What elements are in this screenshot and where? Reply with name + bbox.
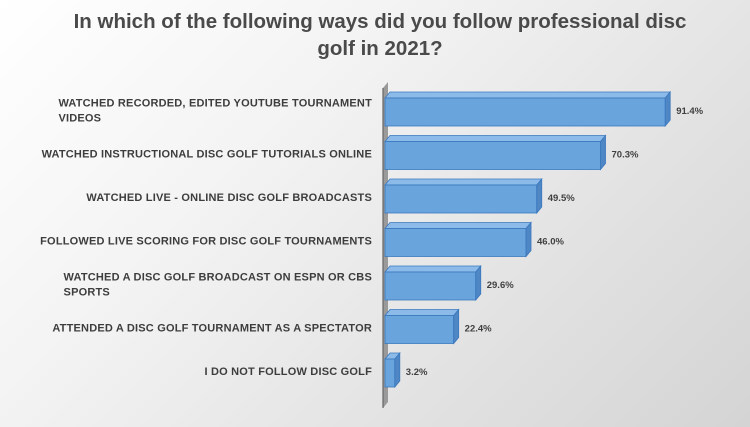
value-label: 91.4% [676, 106, 703, 117]
bar [384, 308, 460, 345]
value-label: 49.5% [548, 193, 575, 204]
bar [384, 90, 672, 128]
chart-title-line-1: In which of the following ways did you f… [73, 10, 687, 33]
bar-top-face [384, 178, 543, 186]
category-label: WATCHED LIVE - ONLINE DISC GOLF BROADCAS… [86, 192, 372, 204]
value-label: 70.3% [612, 150, 639, 161]
bar [384, 134, 607, 171]
bar [384, 351, 401, 389]
bar-front-face [384, 228, 527, 257]
bar-front-face [384, 358, 396, 388]
bar-top-face [384, 91, 672, 99]
category-label: WATCHED A DISC GOLF BROADCAST ON ESPN OR… [64, 272, 372, 284]
bar-front-face [384, 141, 601, 170]
value-label: 29.6% [487, 280, 514, 291]
category-label: FOLLOWED LIVE SCORING FOR DISC GOLF TOUR… [40, 236, 372, 248]
bar-top-face [384, 309, 460, 316]
bar [384, 264, 482, 302]
bar-side-face [664, 90, 671, 128]
value-label: 22.4% [465, 324, 492, 335]
bar-front-face [384, 271, 477, 301]
bar-side-face [600, 134, 606, 171]
chart-title-line-2: golf in 2021? [317, 37, 443, 60]
bar-side-face [394, 351, 401, 389]
value-label: 46.0% [537, 237, 564, 248]
category-label: SPORTS [64, 287, 110, 299]
category-label: WATCHED RECORDED, EDITED YOUTUBE TOURNAM… [58, 98, 372, 110]
category-label: WATCHED INSTRUCTIONAL DISC GOLF TUTORIAL… [42, 149, 372, 161]
category-label: I DO NOT FOLLOW DISC GOLF [204, 366, 372, 378]
chart-title: In which of the following ways did you f… [60, 8, 700, 62]
bar-front-face [384, 184, 538, 214]
category-label: VIDEOS [58, 113, 101, 125]
bar-side-face [453, 308, 460, 345]
bar-top-face [384, 222, 532, 229]
bar-top-face [384, 135, 607, 142]
value-label: 3.2% [406, 367, 428, 378]
bar [384, 221, 532, 258]
bar-side-face [475, 264, 482, 302]
bar-side-face [525, 221, 532, 258]
category-label: ATTENDED A DISC GOLF TOURNAMENT AS A SPE… [52, 323, 372, 335]
bar-front-face [384, 315, 455, 344]
bar-top-face [384, 265, 482, 273]
bar-side-face [536, 177, 543, 215]
bar [384, 177, 543, 215]
bar-front-face [384, 97, 666, 127]
